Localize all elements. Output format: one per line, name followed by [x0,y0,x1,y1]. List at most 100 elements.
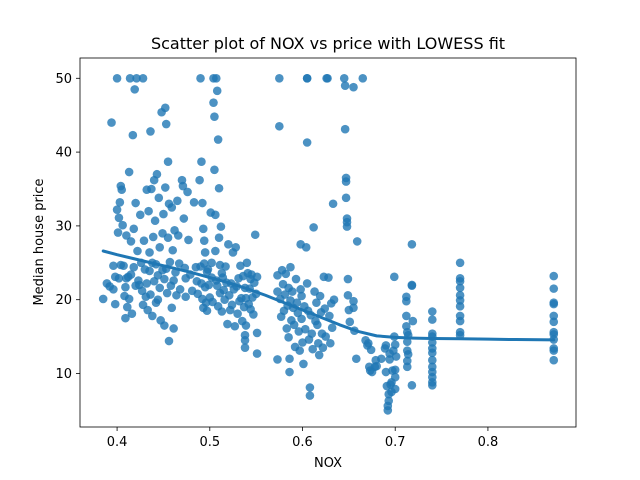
data-point [165,257,175,267]
data-point [402,296,411,306]
data-point [315,291,325,301]
data-point [275,74,284,83]
x-tick-label: 0.8 [478,435,499,450]
data-point [381,367,391,377]
lowess-layer [101,249,556,342]
data-point [173,231,183,240]
data-point [341,193,351,203]
data-point [230,321,240,331]
data-point [159,209,168,219]
y-axis: 10 20 30 40 50 [55,72,80,382]
data-point [109,285,118,294]
data-point [178,181,188,191]
data-point [390,365,400,375]
data-point [204,280,214,290]
data-point [209,98,218,107]
data-point [302,279,312,288]
data-point [183,187,192,197]
data-point [294,327,304,336]
data-point [318,343,328,352]
data-point [167,303,177,313]
data-point [133,246,142,256]
data-point [147,184,156,194]
data-point [160,274,169,284]
data-point [455,258,465,268]
data-point [307,329,317,338]
data-point [455,296,465,305]
data-point [114,273,124,283]
data-point [115,197,125,207]
data-point [384,396,394,406]
data-point [390,340,400,350]
data-point [173,196,182,206]
data-point [122,231,131,240]
data-point [377,354,386,364]
data-point [312,298,321,307]
data-point [109,261,118,271]
data-point [169,324,178,333]
data-point [125,74,135,83]
data-point [142,279,152,288]
data-point [227,300,237,310]
data-point [298,338,307,347]
data-point [385,355,394,364]
data-point [455,330,465,340]
data-point [118,220,127,230]
chart-title: Scatter plot of NOX vs price with LOWESS… [151,34,505,53]
x-tick-label: 0.7 [385,435,406,450]
data-point [160,183,170,192]
data-point [146,290,155,299]
data-point [314,350,324,360]
x-tick-label: 0.5 [199,435,220,450]
data-point [428,315,437,324]
data-point [124,294,134,304]
data-point [139,236,149,245]
data-point [273,287,282,296]
data-point [153,295,163,304]
data-point [407,381,417,390]
data-point [211,246,220,256]
data-point [138,74,148,83]
data-point [285,367,294,377]
data-point [121,313,130,323]
data-point [168,245,178,255]
y-tick-label: 20 [55,293,72,308]
data-point [167,203,177,212]
data-point [161,119,171,129]
data-point [301,243,311,252]
data-point [148,311,157,321]
data-point [297,291,306,301]
data-point [210,112,219,121]
data-point [150,216,160,226]
data-point [349,82,358,92]
data-point [341,177,351,186]
data-point [549,311,559,321]
data-point [124,167,134,177]
data-point [428,355,437,365]
data-point [119,261,128,271]
data-point [155,283,165,293]
data-point [389,272,399,282]
data-point [295,346,305,355]
data-point [428,307,437,316]
data-point [224,240,233,249]
data-point [148,232,158,242]
data-point [224,290,234,300]
data-point [152,169,162,179]
data-point [250,230,260,240]
lowess-line [101,249,556,342]
data-point [342,222,352,231]
data-point [325,311,334,321]
data-point [329,295,339,304]
y-axis-label: Median house price [32,178,47,305]
data-point [308,344,318,354]
data-point [160,103,170,113]
data-point [129,224,139,234]
data-point [242,258,252,268]
data-point [175,285,185,294]
data-point [299,359,308,369]
data-point [135,210,145,220]
data-point [240,335,250,345]
data-point [231,243,241,252]
